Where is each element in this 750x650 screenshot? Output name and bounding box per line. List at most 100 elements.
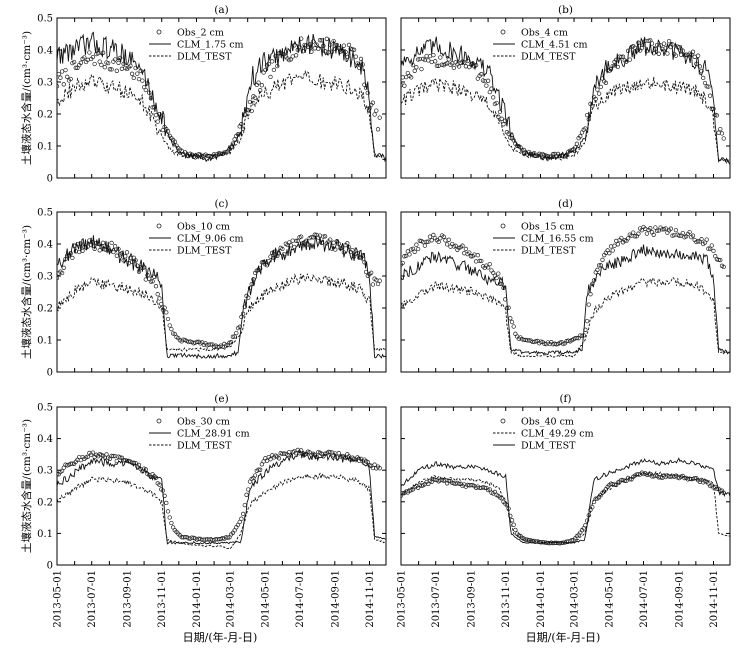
obs-point [588, 292, 593, 297]
obs-point [485, 265, 491, 270]
x-tick-label: 2013-07-01 [431, 570, 442, 628]
obs-point [59, 468, 65, 474]
obs-point [644, 231, 650, 236]
obs-point [256, 467, 261, 472]
obs-point [85, 454, 90, 459]
obs-point [234, 330, 239, 336]
y-axis-title: 土壤液态水含量/(cm³·cm⁻³) [20, 225, 33, 359]
x-tick-label: 2014-05-01 [260, 570, 271, 628]
obs-point [377, 466, 382, 471]
x-tick-label: 2013-09-01 [467, 570, 478, 628]
obs-point [596, 91, 602, 96]
obs-point [155, 119, 160, 124]
legend-label: CLM_1.75 cm [177, 40, 244, 51]
panel-3: 0 0.1 0.2 0.3 0.4 0.5 (c) 土壤液态水含量/(cm³·cm⁻³) Obs… [20, 198, 387, 379]
series-2 [401, 470, 730, 544]
obs-point [401, 260, 405, 266]
obs-point [596, 263, 602, 268]
obs-point [467, 64, 472, 70]
obs-point [57, 275, 60, 281]
obs-point [106, 60, 111, 66]
legend-label: Obs_40 cm [521, 417, 574, 428]
model-line-dashed [57, 70, 386, 161]
obs-point [165, 316, 171, 322]
panel-5: 0 0.1 0.2 0.3 0.4 0.5 2013-05-01 2013-07-01 2013… [20, 393, 387, 628]
obs-point [574, 335, 580, 341]
obs-point [402, 254, 407, 259]
obs-point [538, 339, 544, 344]
obs-point [63, 67, 68, 73]
obs-point [87, 50, 92, 55]
obs-point [433, 59, 438, 64]
obs-point [370, 100, 376, 105]
legend-label: DLM_TEST [177, 246, 232, 257]
x-tick-label: 2013-05-01 [53, 570, 64, 628]
model-line-solid [57, 235, 386, 360]
obs-point [511, 324, 516, 329]
obs-point [92, 61, 97, 67]
obs-point [707, 93, 713, 98]
obs-point [208, 342, 213, 347]
obs-point [595, 87, 600, 92]
obs-point [479, 258, 484, 264]
obs-point [499, 496, 504, 501]
y-tick-label: 0.3 [37, 466, 53, 477]
obs-point [317, 38, 323, 43]
panel-label: (e) [214, 393, 228, 405]
obs-point [167, 323, 172, 328]
obs-point [666, 38, 672, 44]
obs-point [719, 131, 725, 136]
legend-label: Obs_10 cm [177, 222, 230, 233]
obs-point [598, 84, 603, 90]
legend-label: CLM_9.06 cm [177, 234, 244, 245]
model-line-dashed [401, 276, 730, 358]
legend-marker-circle [500, 223, 506, 229]
obs-point [256, 80, 261, 85]
obs-point [271, 67, 277, 73]
obs-point [240, 126, 246, 131]
obs-point [509, 518, 515, 523]
obs-point [526, 338, 532, 343]
obs-point [422, 243, 428, 248]
obs-point [574, 141, 580, 146]
obs-point [603, 80, 609, 85]
legend-marker-circle [156, 418, 162, 424]
obs-point [625, 236, 631, 241]
obs-point [266, 61, 271, 67]
obs-point [627, 57, 632, 62]
obs-point [309, 234, 314, 240]
obs-point [61, 265, 66, 270]
obs-point [242, 304, 247, 309]
obs-point [446, 237, 451, 242]
obs-point [419, 66, 424, 72]
y-tick-label: 0.5 [37, 14, 53, 25]
obs-point [135, 71, 140, 76]
model-line-solid [401, 36, 730, 165]
obs-point [131, 75, 136, 81]
obs-point [692, 475, 697, 481]
obs-point [508, 513, 513, 519]
obs-point [377, 115, 382, 120]
obs-point [443, 238, 448, 243]
obs-point [550, 152, 556, 157]
obs-point [316, 46, 321, 52]
obs-point [699, 237, 704, 242]
obs-point [412, 68, 417, 73]
obs-point [258, 266, 263, 271]
obs-point [372, 462, 377, 467]
legend-label: CLM_28.91 cm [177, 429, 250, 440]
legend-label: Obs_15 cm [521, 222, 574, 233]
obs-point [239, 516, 244, 521]
obs-point [402, 83, 407, 88]
obs-point [372, 112, 377, 117]
obs-point [718, 126, 723, 132]
obs-point [246, 295, 251, 300]
obs-point [497, 281, 503, 286]
obs-point [65, 74, 70, 79]
obs-point [57, 84, 60, 89]
obs-point [511, 522, 516, 527]
y-tick-label: 0.1 [37, 336, 53, 347]
x-tick-label: 2014-11-01 [709, 570, 720, 628]
